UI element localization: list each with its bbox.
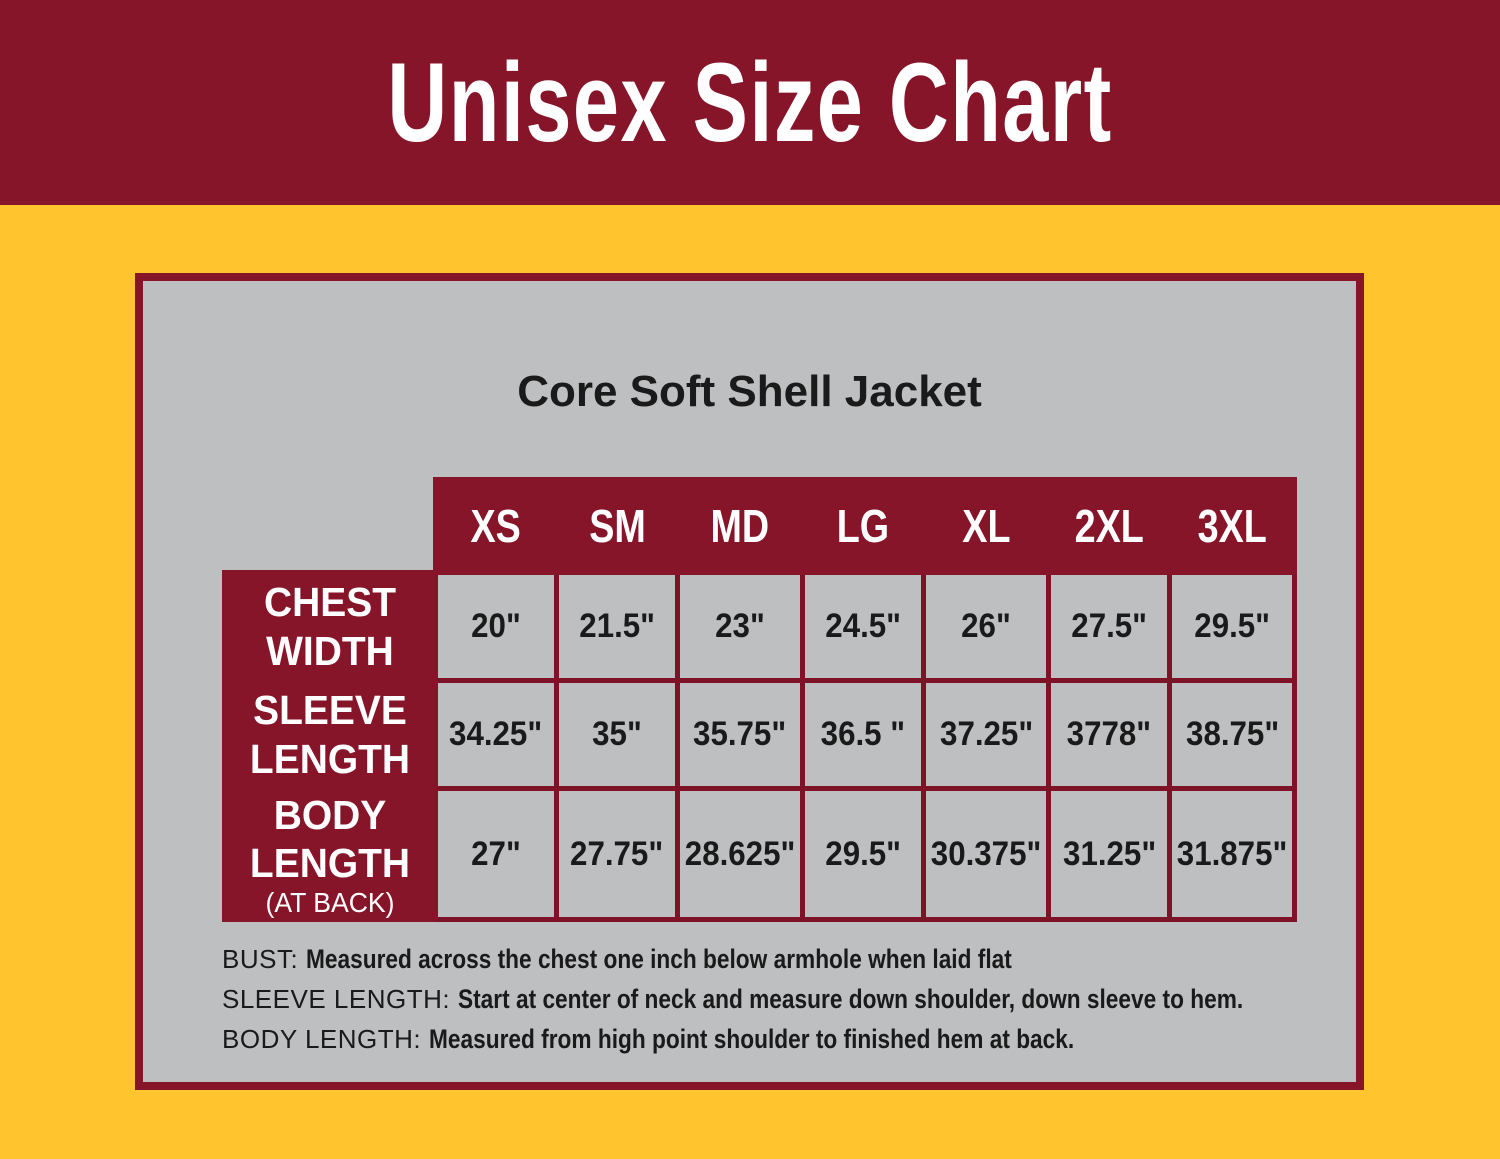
size-table-body: CHEST WIDTH 20" 21.5" 23" 24.5" 26" 27.5" 29.5" S… <box>222 570 1298 923</box>
size-value: 30.375" <box>930 834 1042 873</box>
size-value: 29.5" <box>825 834 901 873</box>
size-value-cell: 31.25" <box>1046 785 1173 923</box>
size-value: 38.75" <box>1185 715 1279 753</box>
row-header-label-line: WIDTH <box>266 627 394 674</box>
note-text: Start at center of neck and measure down… <box>458 984 1244 1015</box>
size-value: 34.25" <box>449 715 543 753</box>
size-value-cell: 24.5" <box>800 570 927 683</box>
size-column-label: MD <box>710 500 770 552</box>
size-value: 37.25" <box>939 715 1033 753</box>
size-table-head: XS SM MD LG XL 2XL 3XL <box>225 477 1298 575</box>
size-value-cell: 27" <box>433 785 559 923</box>
size-column-label: SM <box>588 500 646 552</box>
size-value: 28.625" <box>684 834 796 873</box>
size-value-cell: 38.75" <box>1167 678 1298 791</box>
size-value: 29.5" <box>1194 607 1271 645</box>
size-table: XS SM MD LG XL 2XL 3XL CHEST WIDTH 20" 21.5" 23" 24… <box>222 477 1298 923</box>
title-band: Unisex Size Chart <box>0 0 1500 205</box>
note-lead: SLEEVE LENGTH: <box>222 984 451 1015</box>
product-title: Core Soft Shell Jacket <box>517 367 982 416</box>
size-value: 35" <box>592 715 642 753</box>
size-column-label: 2XL <box>1074 500 1144 552</box>
size-value-cell: 31.875" <box>1167 785 1298 923</box>
row-header-label-line: CHEST <box>263 579 397 626</box>
size-column-header: XL <box>921 477 1052 575</box>
note-text: Measured from high point shoulder to fin… <box>429 1024 1075 1055</box>
size-column-label: 3XL <box>1197 500 1267 552</box>
size-value-cell: 3778" <box>1046 678 1173 791</box>
size-value: 35.75" <box>693 715 787 753</box>
row-header: CHEST WIDTH <box>222 570 438 683</box>
measurement-row: BODY LENGTH (AT BACK) 27" 27.75" 28.625" 29.5"… <box>222 785 1298 923</box>
row-header: SLEEVE LENGTH <box>222 678 438 791</box>
size-value: 31.25" <box>1062 834 1156 873</box>
measurement-notes: BUST: Measured across the chest one inch … <box>222 944 1356 1064</box>
size-value: 3778" <box>1067 715 1152 753</box>
size-value-cell: 30.375" <box>921 785 1052 923</box>
note-line: BODY LENGTH: Measured from high point sho… <box>222 1024 1356 1064</box>
content-area: Core Soft Shell Jacket XS SM MD LG XL 2XL 3XL … <box>0 205 1500 1159</box>
size-value-cell: 35.75" <box>674 678 806 791</box>
note-text: Measured across the chest one inch below… <box>306 944 1012 975</box>
note-line: BUST: Measured across the chest one inch … <box>222 944 1356 984</box>
size-value-cell: 27.5" <box>1046 570 1173 683</box>
size-value-cell: 29.5" <box>800 785 927 923</box>
corner-cell <box>225 480 436 573</box>
size-value: 24.5" <box>825 607 901 645</box>
size-value-cell: 35" <box>554 678 680 791</box>
size-column-label: XL <box>962 500 1011 552</box>
size-column-header: XS <box>433 477 559 575</box>
size-column-header: 2XL <box>1046 477 1173 575</box>
chart-panel: Core Soft Shell Jacket XS SM MD LG XL 2XL 3XL … <box>135 273 1364 1090</box>
size-value: 23" <box>715 607 765 645</box>
size-value-cell: 26" <box>921 570 1052 683</box>
page-title: Unisex Size Chart <box>387 40 1113 165</box>
size-value-cell: 21.5" <box>554 570 680 683</box>
row-header: BODY LENGTH (AT BACK) <box>222 785 438 923</box>
size-value-cell: 34.25" <box>433 678 559 791</box>
row-header-label-line: BODY <box>273 792 387 838</box>
size-value: 31.875" <box>1177 834 1288 873</box>
size-value-cell: 23" <box>674 570 806 683</box>
size-value-cell: 27.75" <box>554 785 680 923</box>
row-header-label-line: LENGTH <box>249 840 411 887</box>
measurement-row: SLEEVE LENGTH 34.25" 35" 35.75" 36.5 " 37.25" 3… <box>222 678 1298 791</box>
size-column-header: SM <box>554 477 680 575</box>
size-value: 27.75" <box>570 834 664 873</box>
size-value: 20" <box>471 607 521 645</box>
size-column-header: LG <box>800 477 927 575</box>
size-value-cell: 20" <box>433 570 559 683</box>
size-value-cell: 28.625" <box>674 785 806 923</box>
measurement-row: CHEST WIDTH 20" 21.5" 23" 24.5" 26" 27.5" 29.5" <box>222 570 1298 683</box>
size-value-cell: 29.5" <box>1167 570 1298 683</box>
size-header-row: XS SM MD LG XL 2XL 3XL <box>225 477 1298 575</box>
size-value-cell: 36.5 " <box>800 678 927 791</box>
size-column-header: 3XL <box>1167 477 1298 575</box>
note-lead: BUST: <box>222 944 299 975</box>
size-value: 26" <box>961 607 1011 645</box>
size-value: 27.5" <box>1071 607 1148 645</box>
size-column-label: XS <box>470 500 522 552</box>
row-header-label-line: LENGTH <box>249 735 411 782</box>
note-lead: BODY LENGTH: <box>222 1024 422 1055</box>
row-header-label-line: SLEEVE <box>253 687 407 734</box>
size-value: 21.5" <box>579 607 655 645</box>
size-value: 27" <box>471 834 521 873</box>
row-header-sublabel: (AT BACK) <box>265 886 395 918</box>
size-value-cell: 37.25" <box>921 678 1052 791</box>
size-column-label: LG <box>836 500 890 552</box>
size-value: 36.5 " <box>820 715 906 753</box>
size-column-header: MD <box>674 477 806 575</box>
note-line: SLEEVE LENGTH: Start at center of neck an… <box>222 984 1356 1024</box>
